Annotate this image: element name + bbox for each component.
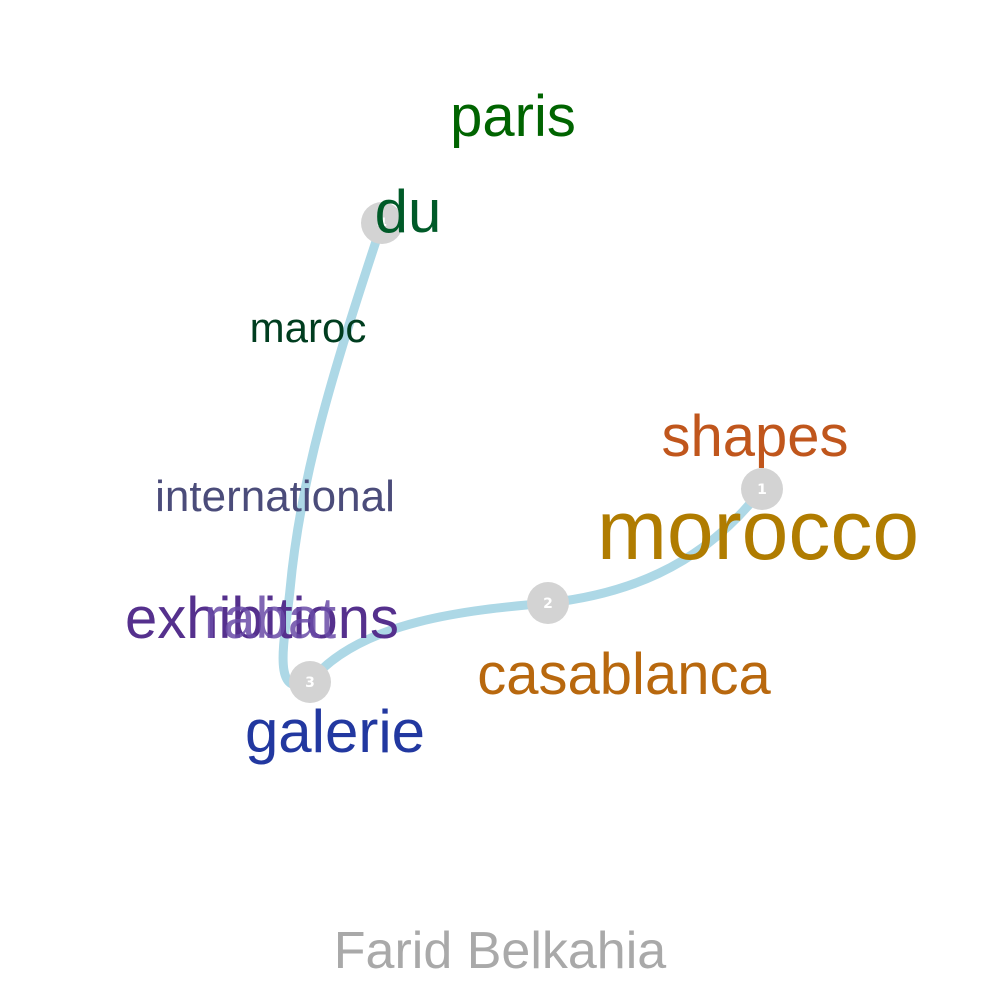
word-maroc: maroc xyxy=(250,304,367,351)
word-rabat: rabat xyxy=(204,586,336,651)
word-international: international xyxy=(155,472,395,521)
word-paris: paris xyxy=(450,84,576,149)
marker-4-label: 4 xyxy=(377,216,387,232)
word-du: du xyxy=(375,178,442,245)
word-casablanca: casablanca xyxy=(477,642,771,707)
marker-3-label: 3 xyxy=(305,675,315,691)
word-shapes: shapes xyxy=(661,404,848,469)
word-exhibitions: exhibitions xyxy=(125,586,399,651)
word-galerie: galerie xyxy=(245,698,425,765)
marker-2-label: 2 xyxy=(543,596,553,612)
caption: Farid Belkahia xyxy=(334,922,666,980)
marker-1-label: 1 xyxy=(757,482,767,498)
marker-2: 2 xyxy=(527,582,569,624)
word-morocco: morocco xyxy=(597,483,919,577)
marker-3: 3 xyxy=(289,661,331,703)
marker-1: 1 xyxy=(741,468,783,510)
marker-4: 4 xyxy=(361,202,403,244)
